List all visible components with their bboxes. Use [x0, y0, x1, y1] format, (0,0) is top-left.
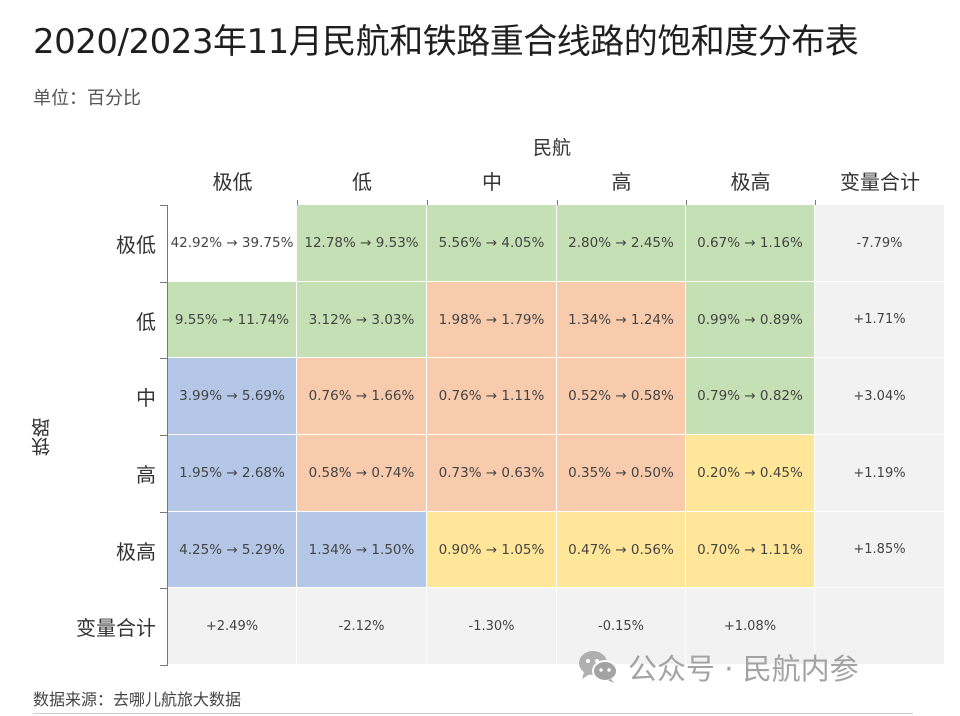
table-cell: 9.55% → 11.74% [168, 282, 297, 358]
wechat-icon [578, 650, 618, 684]
table-cell: 0.76% → 1.66% [297, 358, 427, 435]
table-cell: 0.52% → 0.58% [557, 358, 686, 435]
watermark-text: 公众号 · 民航内参 [628, 652, 859, 686]
table-cell: 0.67% → 1.16% [686, 205, 815, 282]
row-tick [160, 205, 168, 206]
unit-label: 单位：百分比 [33, 88, 141, 109]
column-tick [686, 200, 687, 205]
table-cell: 0.58% → 0.74% [297, 435, 427, 512]
column-axis-title: 民航 [533, 137, 572, 159]
table-cell: 5.56% → 4.05% [427, 205, 557, 282]
column-header-very-high: 极高 [730, 170, 771, 194]
table-cell: 1.34% → 1.24% [557, 282, 686, 358]
chart-title: 2020/2023年11月民航和铁路重合线路的饱和度分布表 [33, 22, 859, 62]
watermark: 公众号 · 民航内参 [578, 646, 859, 688]
total-cell: -2.12% [297, 588, 427, 665]
table-cell: 0.76% → 1.11% [427, 358, 557, 435]
table-cell: 0.73% → 0.63% [427, 435, 557, 512]
table-cell: 3.12% → 3.03% [297, 282, 427, 358]
row-tick [160, 282, 168, 283]
column-header-mid: 中 [482, 170, 502, 194]
column-header-total: 变量合计 [840, 170, 920, 194]
table-cell: 0.20% → 0.45% [686, 435, 815, 512]
row-tick [160, 665, 168, 666]
total-cell: +1.85% [815, 512, 945, 588]
column-tick [557, 200, 558, 205]
row-header-total: 变量合计 [76, 616, 156, 640]
total-cell: +1.19% [815, 435, 945, 512]
row-header-very-high: 极高 [116, 539, 156, 564]
column-header-very-low: 极低 [212, 170, 253, 194]
row-header-mid: 中 [136, 386, 156, 410]
row-header-high: 高 [136, 463, 156, 487]
table-cell: 1.34% → 1.50% [297, 512, 427, 588]
table-cell: 2.80% → 2.45% [557, 205, 686, 282]
total-cell: -1.30% [427, 588, 557, 665]
saturation-table: 42.92% → 39.75% 12.78% → 9.53% 5.56% → 4.0… [168, 205, 945, 665]
column-header-low: 低 [352, 170, 372, 194]
total-cell: +3.04% [815, 358, 945, 435]
total-cell: -0.15% [557, 588, 686, 665]
total-cell: +1.71% [815, 282, 945, 358]
column-header-high: 高 [611, 170, 632, 194]
column-tick [815, 200, 816, 205]
data-source: 数据来源：去哪儿航旅大数据 [33, 690, 242, 709]
table-cell: 42.92% → 39.75% [168, 205, 297, 282]
row-axis-title: 铁路 [31, 418, 53, 456]
row-tick [160, 588, 168, 589]
table-cell: 0.70% → 1.11% [686, 512, 815, 588]
total-cell: +2.49% [168, 588, 297, 665]
table-cell: 12.78% → 9.53% [297, 205, 427, 282]
table-cell: 3.99% → 5.69% [168, 358, 297, 435]
column-tick [427, 200, 428, 205]
total-cell: +1.08% [686, 588, 815, 665]
row-header-very-low: 极低 [116, 233, 156, 257]
row-tick [160, 435, 168, 436]
row-tick [160, 358, 168, 359]
table-cell: 0.90% → 1.05% [427, 512, 557, 588]
table-cell: 1.98% → 1.79% [427, 282, 557, 358]
table-cell: 0.99% → 0.89% [686, 282, 815, 358]
table-cell: 4.25% → 5.29% [168, 512, 297, 588]
total-cell: -7.79% [815, 205, 945, 282]
table-cell: 0.35% → 0.50% [557, 435, 686, 512]
table-cell: 1.95% → 2.68% [168, 435, 297, 512]
table-cell: 0.47% → 0.56% [557, 512, 686, 588]
column-tick [297, 200, 298, 205]
row-header-low: 低 [136, 309, 156, 334]
row-tick [160, 512, 168, 513]
bottom-divider [33, 713, 913, 714]
table-cell: 0.79% → 0.82% [686, 358, 815, 435]
total-cell [815, 588, 945, 665]
